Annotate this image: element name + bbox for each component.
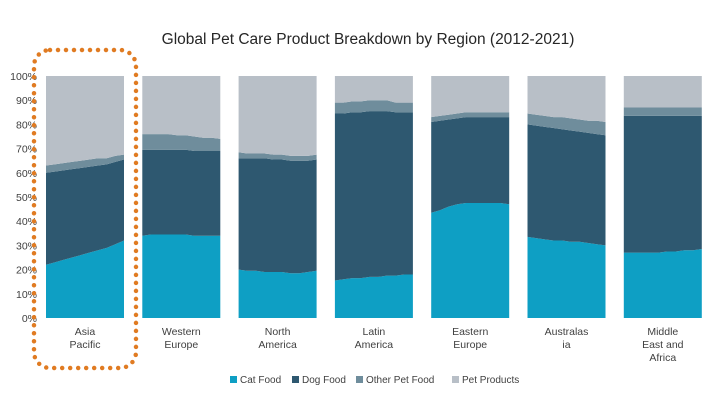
region-label: Africa: [649, 352, 676, 364]
area-pet-products: [142, 76, 221, 139]
legend: Cat Food Dog Food Other Pet Food Pet Produc…: [230, 375, 519, 386]
area-cat-food: [46, 240, 124, 318]
legend-item: Dog Food: [292, 375, 346, 386]
region-label: Asia: [75, 326, 96, 338]
y-tick-label: 20%: [16, 265, 37, 277]
area-other-pet-food: [142, 134, 221, 152]
area-cat-food: [431, 203, 510, 318]
legend-item: Cat Food: [230, 375, 281, 386]
area-dog-food: [142, 149, 221, 236]
area-cat-food: [623, 249, 702, 318]
area-other-pet-food: [431, 112, 510, 122]
y-tick-label: 30%: [16, 240, 37, 252]
y-tick-label: 90%: [16, 95, 37, 107]
y-tick-label: 40%: [16, 216, 37, 228]
region-label: Australas: [545, 326, 589, 338]
legend-swatch: [452, 376, 459, 383]
area-dog-food: [431, 117, 510, 213]
region-panel: [334, 76, 413, 318]
y-tick-label: 70%: [16, 144, 37, 156]
legend-item: Pet Products: [452, 375, 519, 386]
region-panel: [46, 76, 124, 318]
region-label: Europe: [453, 339, 487, 351]
legend-swatch: [230, 376, 237, 383]
area-other-pet-food: [334, 100, 413, 114]
region-panel: [527, 76, 606, 318]
region-label: Europe: [164, 339, 198, 351]
plot-area: [46, 76, 702, 318]
region-label: Pacific: [70, 339, 101, 351]
legend-label: Other Pet Food: [366, 375, 434, 386]
region-label: Middle: [647, 326, 678, 338]
legend-label: Dog Food: [302, 375, 346, 386]
area-pet-products: [431, 76, 510, 118]
legend-swatch: [292, 376, 299, 383]
region-label: America: [355, 339, 394, 351]
y-tick-label: 60%: [16, 168, 37, 180]
area-pet-products: [238, 76, 317, 156]
area-dog-food: [623, 115, 702, 253]
area-cat-food: [334, 274, 413, 318]
legend-label: Cat Food: [240, 375, 281, 386]
area-cat-food: [238, 269, 317, 318]
area-pet-products: [527, 76, 606, 122]
y-tick-label: 100%: [10, 71, 37, 83]
area-pet-products: [46, 76, 124, 166]
area-dog-food: [46, 159, 124, 265]
legend-item: Other Pet Food: [356, 375, 434, 386]
region-panel: [142, 76, 221, 318]
region-label: Latin: [363, 326, 386, 338]
region-panel: [623, 76, 702, 318]
region-label: North: [265, 326, 291, 338]
area-dog-food: [334, 111, 413, 281]
region-panel: [431, 76, 510, 318]
area-dog-food: [527, 124, 606, 246]
region-label: Eastern: [452, 326, 488, 338]
region-label: America: [258, 339, 297, 351]
y-tick-label: 10%: [16, 289, 37, 301]
y-axis: 0%10%20%30%40%50%60%70%80%90%100%: [10, 71, 37, 325]
y-tick-label: 50%: [16, 192, 37, 204]
area-other-pet-food: [46, 154, 124, 173]
highlight-box: [31, 47, 139, 371]
area-other-pet-food: [527, 113, 606, 136]
y-tick-label: 80%: [16, 119, 37, 131]
area-other-pet-food: [238, 152, 317, 161]
highlight-layer: [31, 47, 139, 371]
area-pet-products: [334, 76, 413, 103]
area-pet-products: [623, 76, 702, 108]
area-cat-food: [527, 236, 606, 318]
legend-label: Pet Products: [462, 375, 519, 386]
region-panel: [238, 76, 317, 318]
area-dog-food: [238, 158, 317, 274]
x-axis: AsiaPacificWesternEuropeNorthAmericaLati…: [70, 326, 684, 364]
chart-title: Global Pet Care Product Breakdown by Reg…: [162, 31, 575, 48]
legend-swatch: [356, 376, 363, 383]
region-label: East and: [642, 339, 684, 351]
region-label: ia: [562, 339, 570, 351]
area-other-pet-food: [623, 107, 702, 116]
region-label: Western: [162, 326, 201, 338]
area-cat-food: [142, 234, 221, 318]
